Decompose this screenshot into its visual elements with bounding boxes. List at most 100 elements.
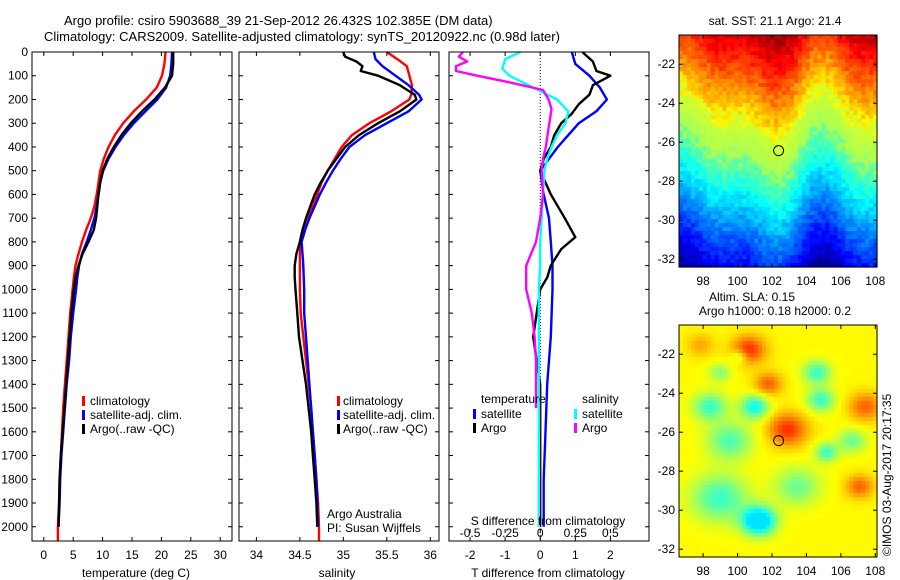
map-cell [710, 357, 716, 362]
map-cell [758, 191, 763, 196]
map-cell [726, 353, 732, 358]
map-cell [841, 381, 846, 386]
map-cell [781, 417, 787, 422]
map-cell [766, 369, 771, 374]
map-cell [801, 67, 807, 72]
map-cell [730, 87, 736, 92]
map-cell [817, 461, 823, 466]
map-cell [793, 337, 799, 342]
map-cell [718, 91, 724, 96]
map-cell [694, 151, 700, 156]
map-cell [698, 51, 704, 56]
map-cell [857, 413, 862, 418]
map-cell [730, 207, 736, 212]
map-cell [829, 99, 835, 104]
map-cell [789, 47, 795, 52]
map-cell [702, 405, 708, 410]
map-cell [758, 183, 763, 188]
map-cell [869, 127, 874, 132]
map-cell [742, 75, 747, 80]
map-cell [817, 441, 823, 446]
map-cell [742, 59, 747, 64]
map-cell [694, 139, 700, 144]
map-cell [841, 465, 846, 470]
map-cell [797, 63, 803, 68]
map-cell [706, 231, 712, 236]
map-cell [789, 155, 795, 160]
map-cell [714, 219, 720, 224]
map-cell [770, 139, 775, 144]
map-cell [774, 55, 779, 60]
map-cell [706, 119, 712, 124]
map-cell [750, 433, 755, 438]
map-cell [754, 397, 759, 402]
map-cell [853, 135, 858, 140]
map-cell [873, 231, 878, 236]
map-cell [821, 51, 827, 56]
map-cell [754, 191, 759, 196]
map-cell [849, 123, 854, 128]
map-cell [679, 235, 684, 240]
map-cell [825, 393, 831, 398]
map-cell [778, 397, 783, 402]
map-cell [679, 385, 684, 390]
map-cell [730, 465, 736, 470]
map-cell [742, 429, 747, 434]
map-cell [750, 341, 755, 346]
map-cell [726, 83, 732, 88]
map-cell [809, 139, 815, 144]
map-cell [793, 329, 799, 334]
map-cell [682, 63, 688, 68]
map-cell [841, 251, 846, 256]
map-cell [718, 433, 724, 438]
map-cell [781, 175, 787, 180]
map-cell [730, 47, 736, 52]
map-cell [809, 247, 815, 252]
map-cell [861, 211, 866, 216]
map-cell [742, 235, 747, 240]
map-cell [766, 259, 771, 264]
map-cell [801, 465, 807, 470]
map-cell [730, 143, 736, 148]
map-cell [702, 437, 708, 442]
map-cell [841, 51, 846, 56]
map-cell [690, 255, 696, 260]
map-cell [845, 373, 850, 378]
map-cell [730, 409, 736, 414]
map-cell [865, 83, 870, 88]
map-cell [734, 239, 739, 244]
map-cell [853, 377, 858, 382]
map-cell [805, 167, 811, 172]
map-cell [702, 79, 708, 84]
map-cell [833, 119, 838, 124]
map-cell [714, 223, 720, 228]
map-cell [722, 219, 728, 224]
map-cell [841, 421, 846, 426]
map-cell [821, 87, 827, 92]
map-cell [774, 91, 779, 96]
map-cell [833, 345, 838, 350]
map-cell [762, 107, 767, 112]
map-cell [690, 95, 696, 100]
map-cell [762, 373, 767, 378]
map-cell [754, 405, 759, 410]
map-cell [770, 381, 775, 386]
map-cell [813, 119, 819, 124]
map-cell [857, 425, 862, 430]
map-cell [817, 67, 823, 72]
map-cell [690, 381, 696, 386]
map-cell [766, 203, 771, 208]
map-cell [706, 421, 712, 426]
map-cell [793, 433, 799, 438]
map-cell [821, 325, 827, 330]
map-cell [809, 83, 815, 88]
map-cell [679, 203, 684, 208]
map-cell [738, 175, 743, 180]
map-cell [809, 215, 815, 220]
map-cell [809, 75, 815, 80]
map-cell [837, 79, 842, 84]
map-cell [738, 219, 743, 224]
map-cell [702, 139, 708, 144]
map-cell [825, 369, 831, 374]
map-cell [793, 417, 799, 422]
